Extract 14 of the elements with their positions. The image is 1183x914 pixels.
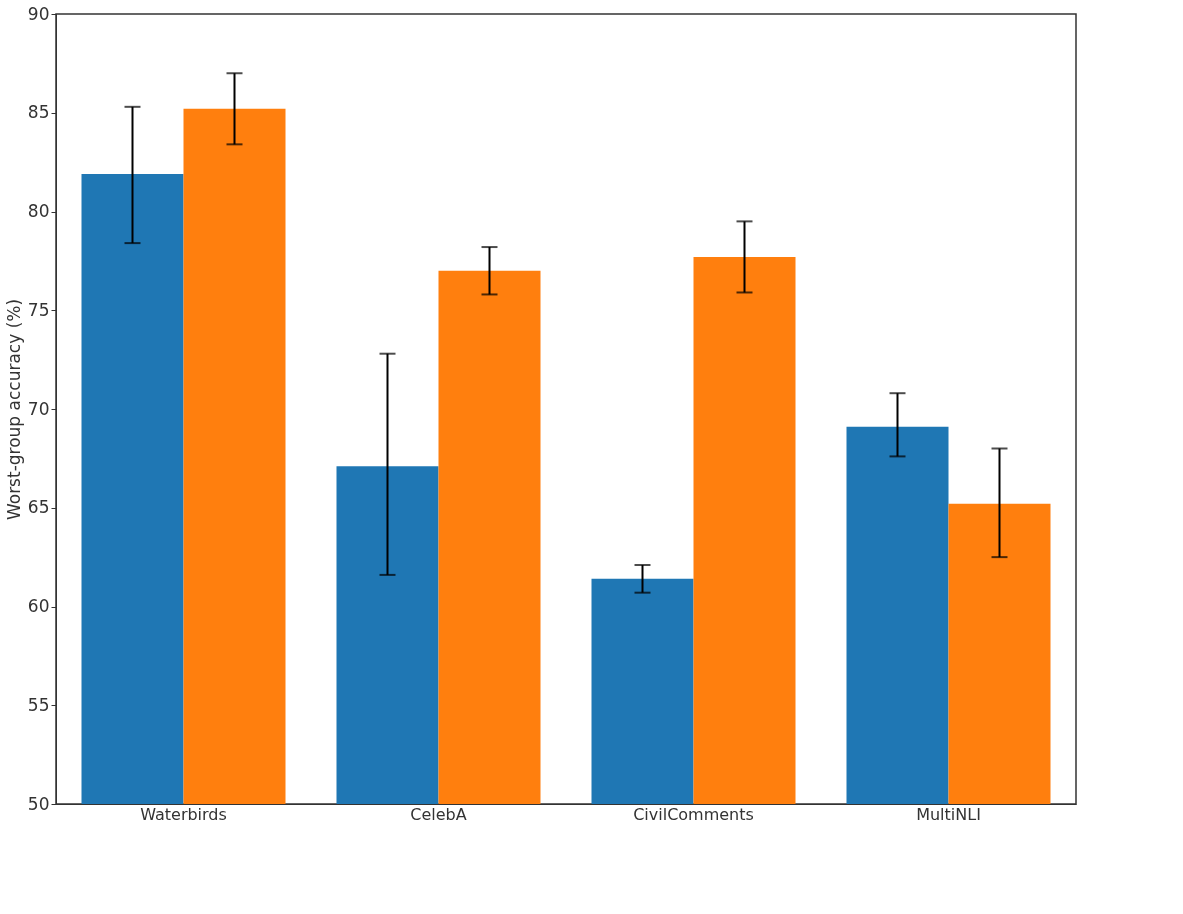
y-tick-label: 80 — [27, 201, 50, 221]
y-tick-label: 65 — [27, 497, 50, 518]
y-axis-title: Worst-group accuracy (%) — [3, 298, 24, 521]
y-tick-label: 55 — [27, 694, 50, 715]
y-tick-label: 75 — [27, 299, 50, 320]
x-tick-label: Waterbirds — [140, 804, 227, 824]
x-tick-label: MultiNLI — [916, 804, 981, 824]
x-tick-label: CelebA — [410, 804, 467, 824]
y-tick-label: 50 — [27, 793, 50, 814]
y-tick-label: 60 — [27, 596, 50, 616]
x-tick-label: CivilComments — [633, 804, 754, 824]
y-tick-label: 90 — [27, 3, 50, 24]
y-tick-label: 85 — [27, 102, 50, 123]
y-tick-label: 70 — [27, 398, 50, 419]
